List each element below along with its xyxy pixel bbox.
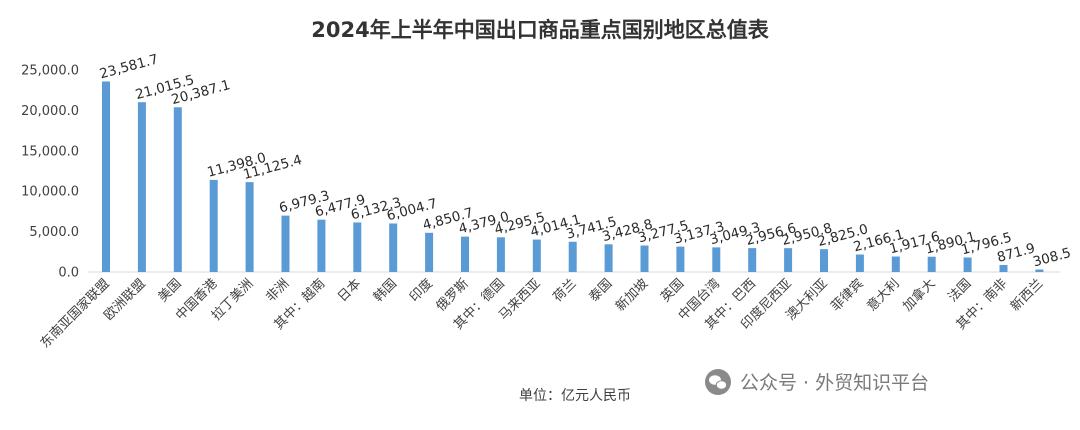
x-tick-label: 荷兰 [551,276,580,305]
x-tick-label: 加拿大 [900,276,939,315]
data-label: 23,581.7 [98,51,160,82]
bar [604,244,613,272]
bars [102,81,1044,272]
bar [461,236,469,272]
bar [640,245,649,272]
x-tick-label: 意大利 [864,276,903,315]
chart-title: 2024年上半年中国出口商品重点国别地区总值表 [311,18,769,42]
y-tick-label: 0.0 [58,266,79,281]
bar [281,215,290,272]
bar [137,102,146,272]
x-tick-label: 英国 [658,276,687,305]
bar [173,107,182,272]
bar [102,81,110,272]
x-tick-label: 菲律宾 [828,276,867,315]
bar [496,237,505,272]
bar [389,223,398,272]
bar [317,219,326,272]
y-tick-label: 25,000.0 [21,64,79,79]
bar [1035,269,1044,272]
x-tick-label: 韩国 [371,276,400,305]
data-labels: 23,581.721,015.520,387.111,398.011,125.4… [98,51,1073,270]
wechat-icon [705,369,731,395]
bar [927,256,936,272]
bar [999,264,1008,272]
bar [891,256,900,272]
bar [784,248,793,272]
bar [245,182,254,272]
x-tick-label: 泰国 [586,276,615,305]
bar [568,241,577,272]
x-tick-label: 非洲 [263,276,292,305]
bar [209,179,218,272]
y-tick-label: 10,000.0 [21,185,79,200]
y-tick-label: 5,000.0 [29,225,79,240]
bar [963,257,972,272]
watermark: 公众号 · 外贸知识平台 [705,369,929,395]
bar [353,222,362,272]
bar [425,232,434,272]
y-tick-label: 15,000.0 [21,144,79,159]
x-tick-label: 新加坡 [612,276,651,315]
data-label: 308.5 [1031,245,1072,270]
x-tick-label: 新西兰 [1007,276,1046,315]
x-tick-label: 法国 [945,276,974,305]
unit-label: 单位：亿元人民币 [519,388,631,404]
bar [748,248,757,272]
x-tick-label: 日本 [335,276,364,305]
bar [820,249,828,272]
y-tick-label: 20,000.0 [21,104,79,119]
watermark-text: 公众号 · 外贸知识平台 [740,372,929,394]
bar [855,254,864,272]
y-axis: 0.0 5,000.0 10,000.0 15,000.0 20,000.0 25,000… [21,64,79,281]
bar [532,239,541,272]
bar [712,247,721,272]
bar [676,246,685,272]
x-tick-label: 印度 [406,276,436,306]
x-tick-label: 美国 [156,276,185,305]
